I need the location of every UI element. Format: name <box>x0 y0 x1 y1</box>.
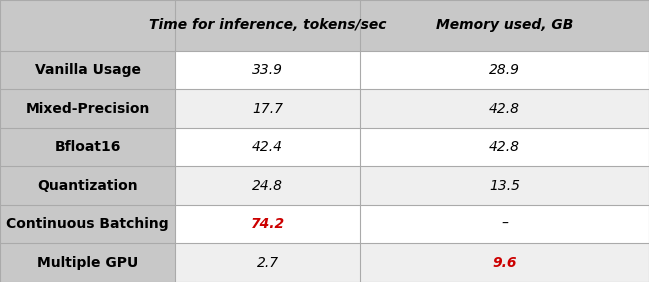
Text: Memory used, GB: Memory used, GB <box>436 18 573 32</box>
Text: 33.9: 33.9 <box>252 63 283 77</box>
Text: Multiple GPU: Multiple GPU <box>37 256 138 270</box>
Bar <box>0 51 175 282</box>
Text: Mixed-Precision: Mixed-Precision <box>25 102 150 116</box>
Text: Quantization: Quantization <box>37 179 138 193</box>
Text: Bfloat16: Bfloat16 <box>55 140 121 154</box>
Text: 42.8: 42.8 <box>489 102 520 116</box>
Text: 13.5: 13.5 <box>489 179 520 193</box>
Bar <box>0 0 649 51</box>
Text: 42.8: 42.8 <box>489 140 520 154</box>
Text: Time for inference, tokens/sec: Time for inference, tokens/sec <box>149 18 386 32</box>
Text: –: – <box>501 217 508 231</box>
Bar <box>175 51 649 89</box>
Text: 9.6: 9.6 <box>493 256 517 270</box>
Text: 2.7: 2.7 <box>256 256 279 270</box>
Text: Vanilla Usage: Vanilla Usage <box>34 63 141 77</box>
Bar <box>175 166 649 205</box>
Text: Continuous Batching: Continuous Batching <box>6 217 169 231</box>
Text: 17.7: 17.7 <box>252 102 283 116</box>
Text: 28.9: 28.9 <box>489 63 520 77</box>
Bar <box>175 128 649 166</box>
Text: 24.8: 24.8 <box>252 179 283 193</box>
Bar <box>175 89 649 128</box>
Bar <box>175 205 649 243</box>
Text: 42.4: 42.4 <box>252 140 283 154</box>
Text: 74.2: 74.2 <box>251 217 285 231</box>
Bar <box>175 243 649 282</box>
